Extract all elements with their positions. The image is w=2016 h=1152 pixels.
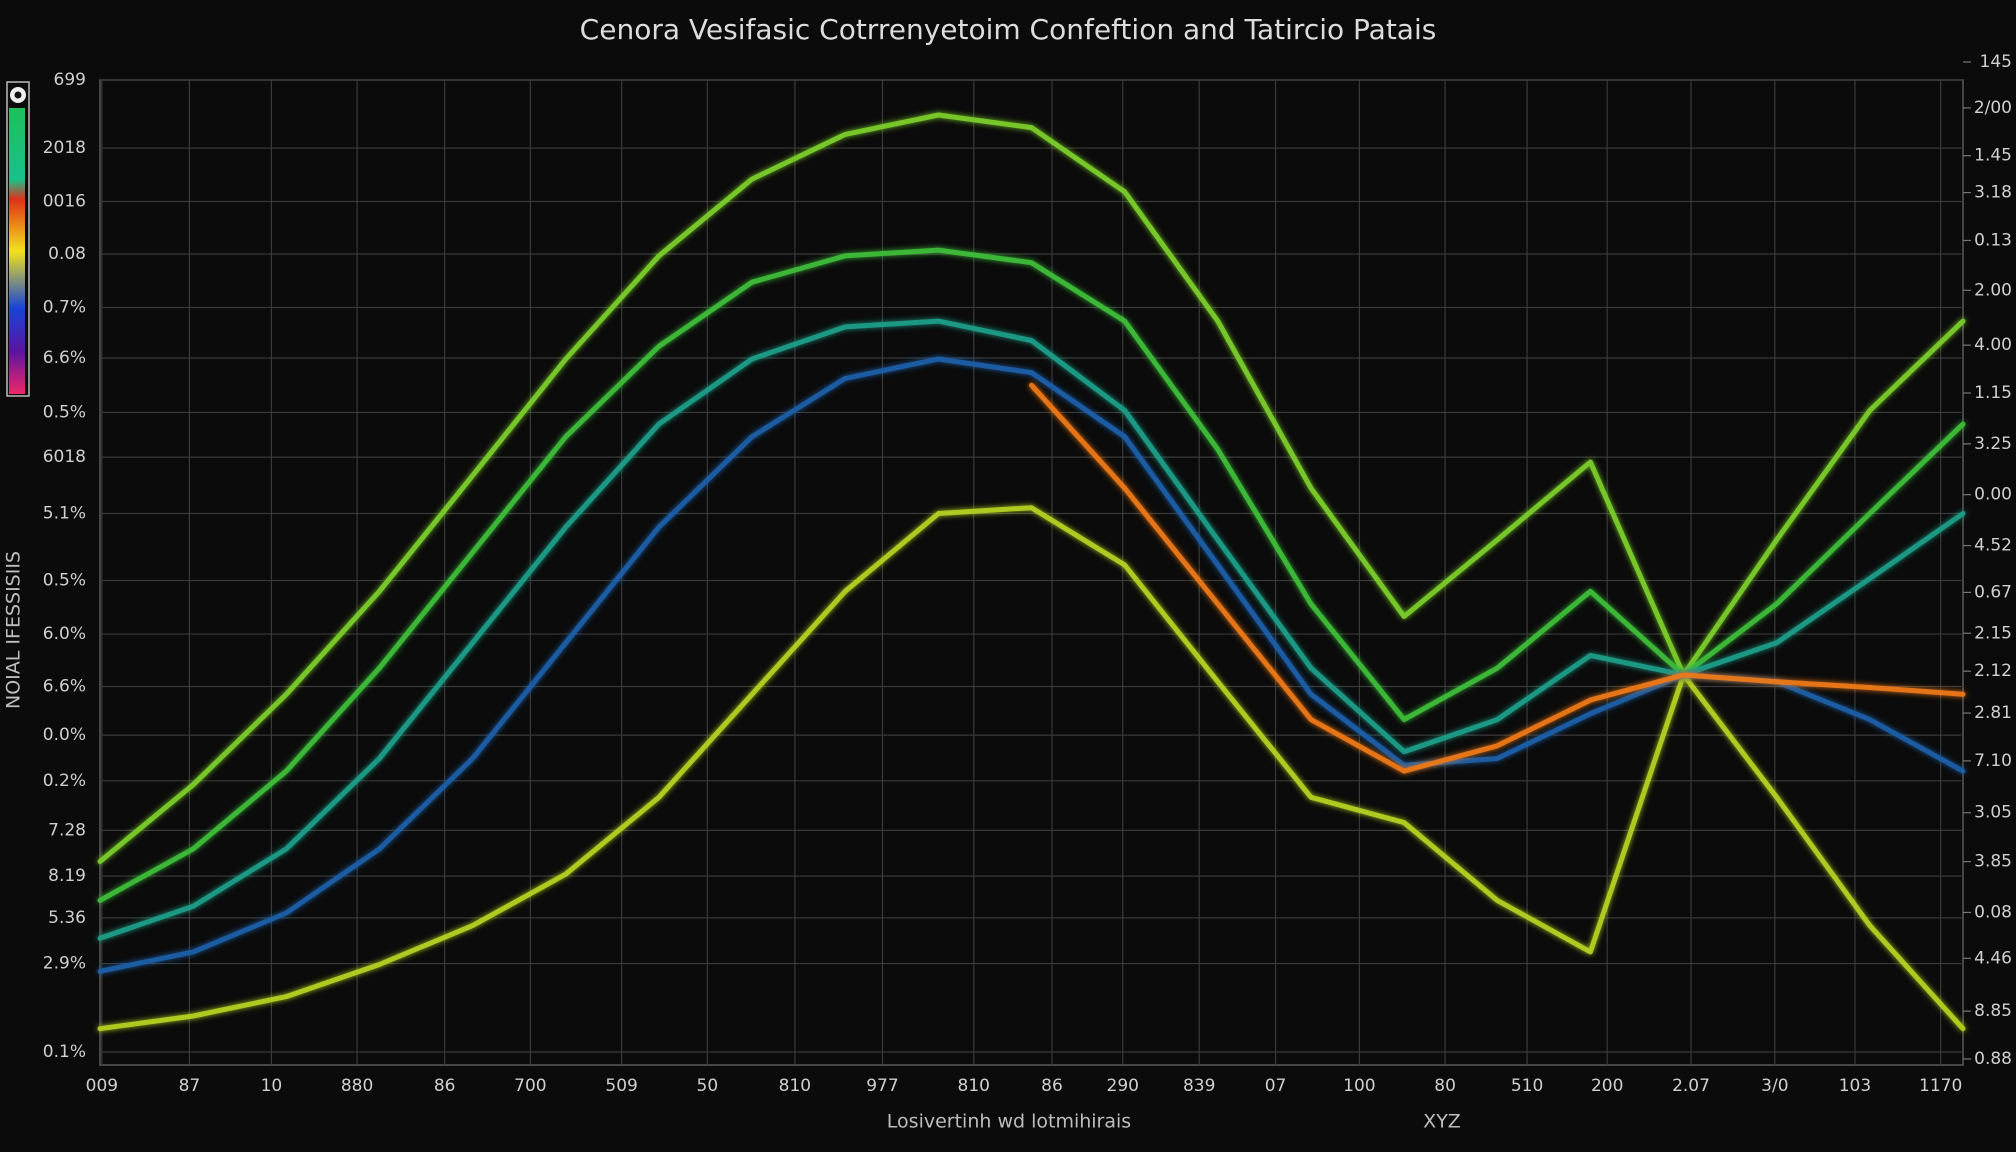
- x-tick-label: 510: [1511, 1076, 1543, 1096]
- y2-tick-label: 145: [1980, 52, 2012, 72]
- x-axis-label-right: XYZ: [1423, 1111, 1461, 1133]
- chart-title: Cenora Vesifasic Cotrrenyetoim Confeftio…: [580, 13, 1437, 46]
- colorbar-icon-dot: [14, 91, 22, 99]
- y2-tick-label: 0.67: [1974, 582, 2012, 602]
- x-axis-label: Losivertinh wd lotmihirais: [887, 1111, 1131, 1133]
- x-tick-label: 509: [605, 1076, 637, 1096]
- y2-tick-label: 7.10: [1974, 751, 2012, 771]
- x-tick-label: 810: [958, 1076, 990, 1096]
- x-tick-label: 86: [434, 1076, 456, 1096]
- x-tick-label: 009: [86, 1076, 118, 1096]
- series-line: [97, 356, 1966, 974]
- x-tick-label: 100: [1343, 1076, 1375, 1096]
- y-tick-label: 0.5%: [43, 402, 86, 422]
- x-tick-label: 977: [866, 1076, 898, 1096]
- y2-tick-label: 1.45: [1974, 146, 2012, 166]
- tick-layer: 009 87 10 880 86 700 509 50 810 977 810 86 290 839 07 1…: [43, 52, 2012, 1096]
- y2-tick-label: 4.46: [1974, 948, 2012, 968]
- colorbar-frame: [6, 81, 30, 397]
- y-tick-label: 5.36: [48, 908, 86, 928]
- y-tick-label: 0.5%: [43, 571, 86, 591]
- y2-tick-label: 3.05: [1974, 803, 2012, 823]
- series-layer: [97, 112, 1966, 1032]
- y2-tick-label: 3.25: [1974, 434, 2012, 454]
- y2-tick-label: 1.15: [1974, 383, 2012, 403]
- grid: [100, 79, 1963, 1065]
- y2-tick-label: 0.08: [1974, 902, 2012, 922]
- y2-tick-label: 3.85: [1974, 852, 2012, 872]
- y-tick-label: 6.0%: [43, 624, 86, 644]
- y-tick-label: 7.28: [48, 820, 86, 840]
- y-tick-label: 5.1%: [43, 504, 86, 524]
- series-line: [97, 247, 1966, 903]
- series-line: [97, 505, 1966, 1032]
- x-tick-label: 103: [1839, 1076, 1871, 1096]
- colorbar-gradient: [9, 108, 25, 394]
- x-tick-label: 10: [261, 1076, 283, 1096]
- x-tick-label: 87: [179, 1076, 201, 1096]
- y2-tick-label: 8.85: [1974, 1001, 2012, 1021]
- y2-tick-label: 2.81: [1974, 703, 2012, 723]
- x-tick-label: 2.07: [1672, 1076, 1710, 1096]
- y-tick-label: 699: [54, 70, 86, 90]
- x-tick-label: 50: [697, 1076, 719, 1096]
- y-tick-label: 0.1%: [43, 1042, 86, 1062]
- y-tick-label: 6018: [43, 447, 86, 467]
- y2-tick-label: 0.88: [1974, 1049, 2012, 1069]
- x-tick-label: 880: [341, 1076, 373, 1096]
- y-tick-label: 2.9%: [43, 954, 86, 974]
- x-tick-label: 810: [779, 1076, 811, 1096]
- y-tick-label: 6.6%: [43, 348, 86, 368]
- x-tick-label: 07: [1265, 1076, 1287, 1096]
- x-tick-label: 80: [1434, 1076, 1456, 1096]
- y-tick-label: 0016: [43, 192, 86, 212]
- y2-tick-label: 2.12: [1974, 661, 2012, 681]
- y-tick-label: 8.19: [48, 866, 86, 886]
- y2-tick-label: 2.00: [1974, 280, 2012, 300]
- x-tick-label: 1170: [1919, 1076, 1962, 1096]
- x-tick-label: 290: [1107, 1076, 1139, 1096]
- x-tick-label: 700: [514, 1076, 546, 1096]
- y-tick-label: 0.08: [48, 244, 86, 264]
- y2-tick-label: 3.18: [1974, 183, 2012, 203]
- y2-tick-label: 2/00: [1974, 98, 2012, 118]
- y2-tick-label: 4.00: [1974, 335, 2012, 355]
- y2-tick-label: 0.00: [1974, 485, 2012, 505]
- series-line: [97, 318, 1966, 941]
- x-tick-label: 3/0: [1761, 1076, 1788, 1096]
- x-tick-label: 200: [1591, 1076, 1623, 1096]
- y-tick-label: 2018: [43, 138, 86, 158]
- y-tick-label: 0.2%: [43, 771, 86, 791]
- y-tick-label: 0.7%: [43, 297, 86, 317]
- series-line: [97, 112, 1966, 864]
- y-tick-label: 0.0%: [43, 725, 86, 745]
- y2-tick-label: 4.52: [1974, 536, 2012, 556]
- y-axis-label: NOIAL IFESSISIIS: [3, 551, 25, 709]
- y2-tick-label: 0.13: [1974, 230, 2012, 250]
- y2-tick-label: 2.15: [1974, 623, 2012, 643]
- y-tick-label: 6.6%: [43, 677, 86, 697]
- x-tick-label: 839: [1183, 1076, 1215, 1096]
- x-tick-label: 86: [1041, 1076, 1063, 1096]
- colorbar: [6, 81, 30, 397]
- series-line: [1029, 382, 1966, 774]
